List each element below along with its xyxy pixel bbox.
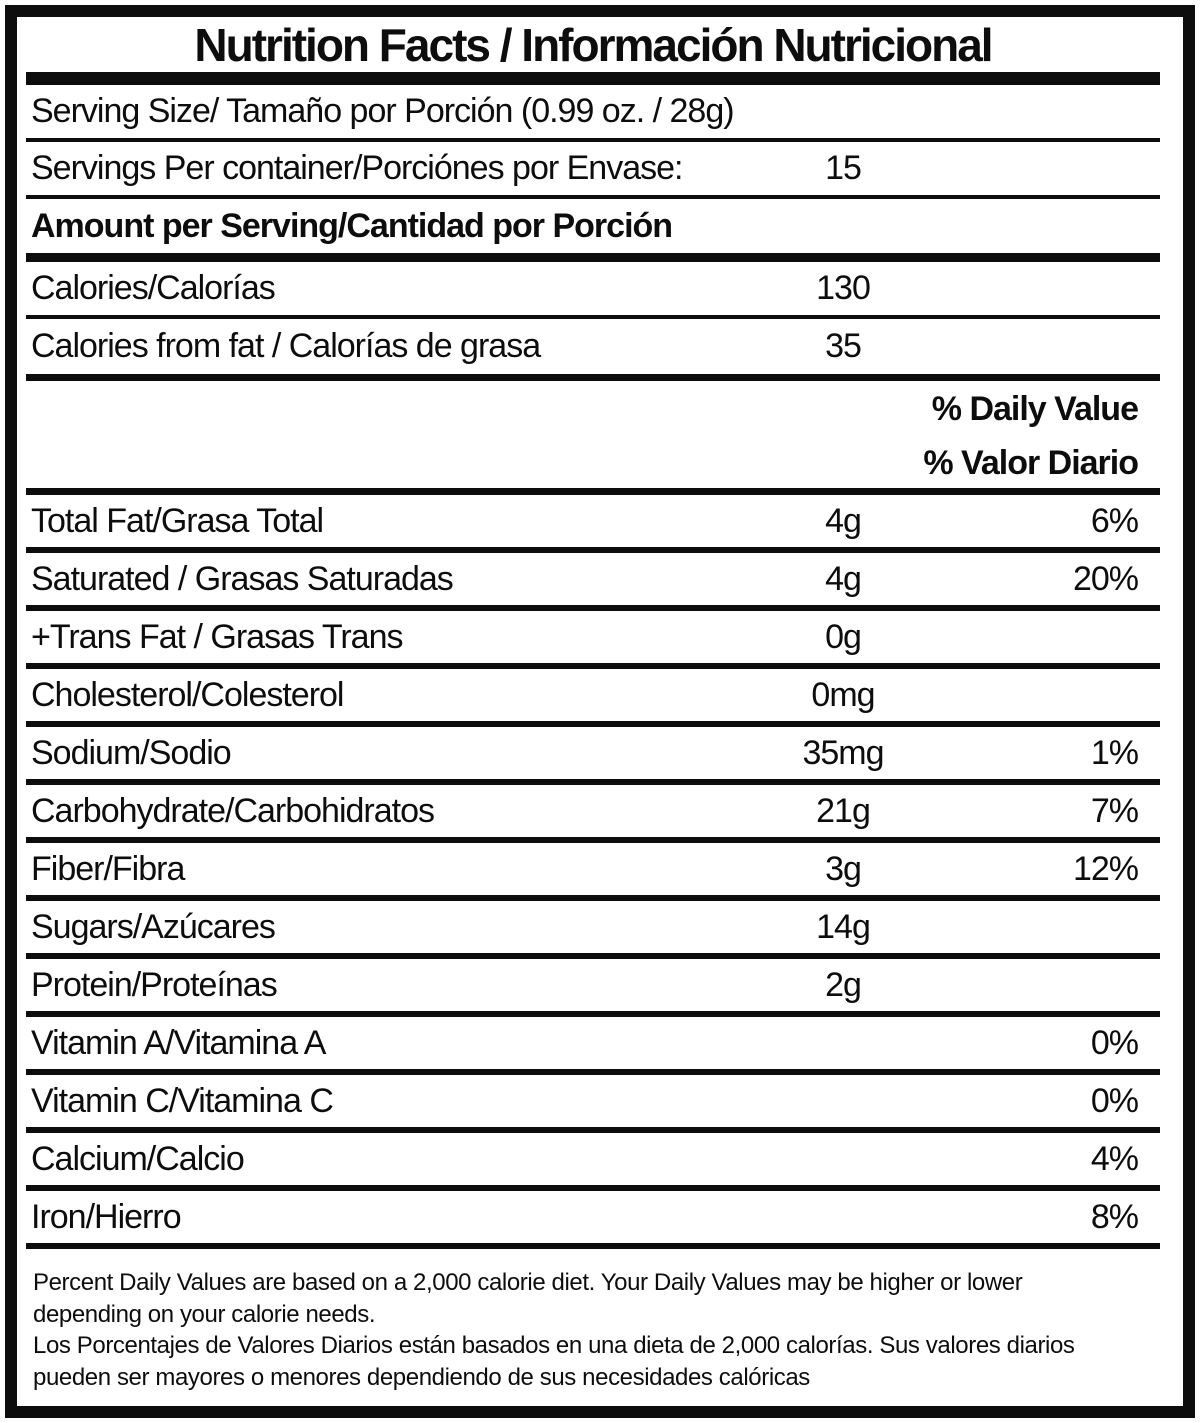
nutrient-amount: 35mg [802,733,884,772]
calories-from-fat-row: Calories from fat / Calorías de grasa 35 [26,319,1160,381]
servings-per-container-row: Servings Per container/Porciónes por Env… [26,142,1160,199]
nutrient-label: Sugars/Azúcares [31,907,276,946]
calories-from-fat-value: 35 [825,327,862,365]
nutrient-row: Fiber/Fibra 3g 12% [26,843,1160,901]
servings-per-container-value: 15 [825,149,862,187]
daily-value-header-en: % Daily Value [931,390,1139,428]
nutrient-row: Sugars/Azúcares 14g [26,901,1160,959]
nutrient-row: Protein/Proteínas 2g [26,959,1160,1017]
nutrient-amount: 3g [825,849,862,888]
nutrient-label: Protein/Proteínas [31,965,278,1004]
nutrient-daily-value: 0% [1090,1081,1139,1120]
nutrient-daily-value: 8% [1090,1197,1139,1236]
nutrient-label: +Trans Fat / Grasas Trans [31,617,403,656]
nutrient-row: Cholesterol/Colesterol 0mg [26,669,1160,727]
nutrient-daily-value: 12% [1072,849,1139,888]
calories-label: Calories/Calorías [31,269,276,307]
nutrient-row: +Trans Fat / Grasas Trans 0g [26,611,1160,669]
nutrient-row: Vitamin A/Vitamina A 0% [26,1017,1160,1075]
nutrient-label: Calcium/Calcio [31,1139,245,1178]
footnotes: Percent Daily Values are based on a 2,00… [26,1249,1160,1394]
nutrient-amount: 14g [816,907,871,946]
nutrient-label: Carbohydrate/Carbohidratos [31,791,435,830]
amount-per-serving-label: Amount per Serving/Cantidad por Porción [31,206,673,245]
nutrient-amount: 4g [825,501,862,540]
nutrient-row: Carbohydrate/Carbohidratos 21g 7% [26,785,1160,843]
servings-per-container-label: Servings Per container/Porciónes por Env… [31,149,683,187]
nutrient-label: Cholesterol/Colesterol [31,675,345,714]
nutrient-amount: 0mg [811,675,875,714]
daily-value-header-es: % Valor Diario [26,438,1160,495]
nutrient-row: Calcium/Calcio 4% [26,1133,1160,1191]
footnote-spanish: Los Porcentajes de Valores Diarios están… [33,1332,1075,1392]
label-title: Nutrition Facts / Información Nutriciona… [26,17,1160,85]
footnote-english: Percent Daily Values are based on a 2,00… [33,1269,1023,1328]
calories-value: 130 [816,269,871,307]
nutrient-daily-value: 7% [1090,791,1139,830]
nutrient-daily-value: 1% [1090,733,1139,772]
nutrient-rows: Total Fat/Grasa Total 4g 6% Saturated / … [26,495,1160,1249]
nutrient-row: Saturated / Grasas Saturadas 4g 20% [26,553,1160,611]
nutrient-daily-value: 20% [1072,559,1139,598]
nutrient-amount: 4g [825,559,862,598]
nutrient-daily-value: 0% [1090,1023,1139,1062]
nutrient-amount: 21g [816,791,871,830]
nutrient-label: Total Fat/Grasa Total [31,501,324,540]
nutrient-daily-value: 6% [1090,501,1139,540]
nutrition-label: Nutrition Facts / Información Nutriciona… [5,5,1195,1418]
nutrient-amount: 0g [825,617,862,656]
nutrient-label: Sodium/Sodio [31,733,232,772]
nutrient-label: Fiber/Fibra [31,849,185,888]
nutrient-row: Vitamin C/Vitamina C 0% [26,1075,1160,1133]
nutrient-row: Iron/Hierro 8% [26,1191,1160,1249]
nutrient-amount: 2g [825,965,862,1004]
calories-row: Calories/Calorías 130 [26,262,1160,319]
nutrient-row: Sodium/Sodio 35mg 1% [26,727,1160,785]
nutrient-daily-value: 4% [1090,1139,1139,1178]
serving-size-label: Serving Size/ Tamaño por Porción (0.99 o… [31,92,735,130]
nutrient-label: Vitamin C/Vitamina C [31,1081,334,1120]
nutrient-label: Vitamin A/Vitamina A [31,1023,326,1062]
nutrient-row: Total Fat/Grasa Total 4g 6% [26,495,1160,553]
nutrient-label: Iron/Hierro [31,1197,182,1236]
nutrient-label: Saturated / Grasas Saturadas [31,559,454,598]
amount-per-serving-row: Amount per Serving/Cantidad por Porción [26,199,1160,262]
calories-from-fat-label: Calories from fat / Calorías de grasa [31,327,541,365]
serving-size-row: Serving Size/ Tamaño por Porción (0.99 o… [26,85,1160,142]
